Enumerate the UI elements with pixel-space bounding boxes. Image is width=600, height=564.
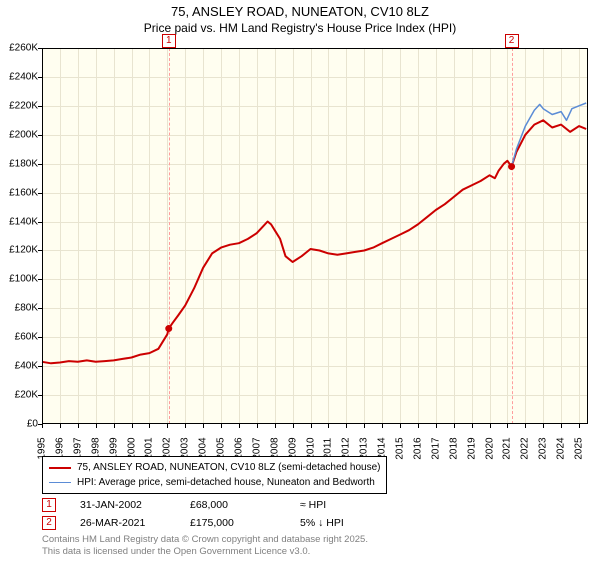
legend-row: HPI: Average price, semi-detached house,… bbox=[49, 475, 380, 490]
y-tick-label: £260K bbox=[2, 43, 38, 54]
y-tick-label: £40K bbox=[2, 361, 38, 372]
x-tick-label: 2020 bbox=[484, 437, 495, 459]
legend-label: HPI: Average price, semi-detached house,… bbox=[77, 475, 375, 490]
event-price: £68,000 bbox=[190, 499, 276, 511]
x-tick-label: 2016 bbox=[412, 437, 423, 459]
chart-subtitle: Price paid vs. HM Land Registry's House … bbox=[0, 21, 600, 35]
y-tick-label: £200K bbox=[2, 129, 38, 140]
x-tick-label: 2015 bbox=[395, 437, 406, 459]
y-tick-label: £180K bbox=[2, 158, 38, 169]
event-marker-box: 1 bbox=[162, 34, 176, 48]
plot-border bbox=[42, 48, 588, 424]
x-tick-label: 2022 bbox=[520, 437, 531, 459]
event-table-row: 2 26-MAR-2021 £175,000 5% ↓ HPI bbox=[42, 514, 386, 532]
credit-line: Contains HM Land Registry data © Crown c… bbox=[42, 534, 368, 546]
credits: Contains HM Land Registry data © Crown c… bbox=[42, 534, 368, 558]
event-delta: 5% ↓ HPI bbox=[300, 517, 386, 529]
events-table: 1 31-JAN-2002 £68,000 ≈ HPI 2 26-MAR-2021 £175… bbox=[42, 496, 386, 532]
y-tick-label: £80K bbox=[2, 303, 38, 314]
x-tick-label: 2024 bbox=[556, 437, 567, 459]
legend-row: 75, ANSLEY ROAD, NUNEATON, CV10 8LZ (sem… bbox=[49, 460, 380, 475]
credit-line: This data is licensed under the Open Gov… bbox=[42, 546, 368, 558]
x-tick-label: 2021 bbox=[502, 437, 513, 459]
legend-label: 75, ANSLEY ROAD, NUNEATON, CV10 8LZ (sem… bbox=[77, 460, 380, 475]
y-tick-label: £100K bbox=[2, 274, 38, 285]
y-tick-label: £240K bbox=[2, 71, 38, 82]
event-num-box: 2 bbox=[42, 516, 56, 530]
y-tick-label: £220K bbox=[2, 100, 38, 111]
x-tick-label: 2018 bbox=[448, 437, 459, 459]
y-tick-label: £60K bbox=[2, 332, 38, 343]
y-tick-label: £160K bbox=[2, 187, 38, 198]
event-delta: ≈ HPI bbox=[300, 499, 386, 511]
x-tick-label: 2023 bbox=[538, 437, 549, 459]
event-num-box: 1 bbox=[42, 498, 56, 512]
x-tick-label: 2025 bbox=[574, 437, 585, 459]
legend-swatch bbox=[49, 467, 71, 469]
event-table-row: 1 31-JAN-2002 £68,000 ≈ HPI bbox=[42, 496, 386, 514]
x-tick-label: 2017 bbox=[430, 437, 441, 459]
y-tick-label: £120K bbox=[2, 245, 38, 256]
legend: 75, ANSLEY ROAD, NUNEATON, CV10 8LZ (sem… bbox=[42, 456, 387, 494]
y-tick-label: £0 bbox=[2, 419, 38, 430]
y-tick-label: £20K bbox=[2, 390, 38, 401]
event-marker-box: 2 bbox=[505, 34, 519, 48]
chart-title: 75, ANSLEY ROAD, NUNEATON, CV10 8LZ bbox=[0, 4, 600, 19]
legend-swatch bbox=[49, 482, 71, 484]
y-tick-label: £140K bbox=[2, 216, 38, 227]
x-tick-label: 2019 bbox=[466, 437, 477, 459]
event-date: 31-JAN-2002 bbox=[80, 499, 166, 511]
chart-area: 12 £0£20K£40K£60K£80K£100K£120K£140K£160… bbox=[42, 48, 588, 424]
event-date: 26-MAR-2021 bbox=[80, 517, 166, 529]
event-price: £175,000 bbox=[190, 517, 276, 529]
